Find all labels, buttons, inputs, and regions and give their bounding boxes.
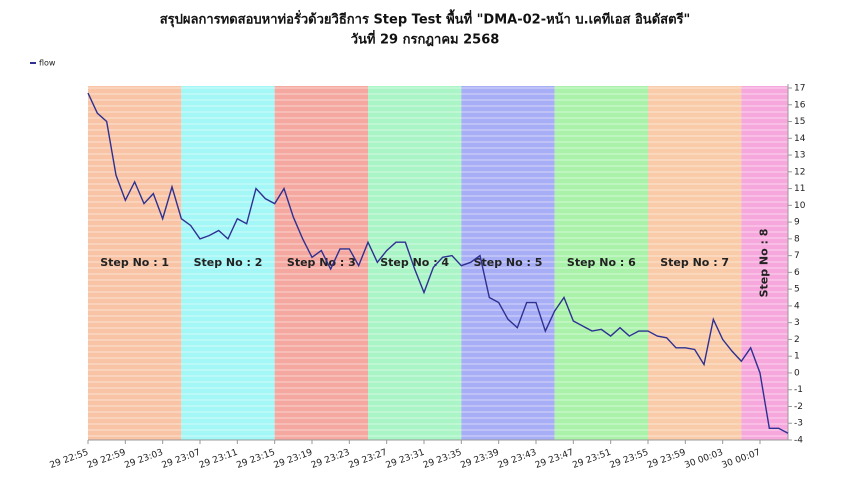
x-tick-label: 29 23:19 [273,448,314,471]
y-tick-label: 8 [794,234,800,244]
x-tick-label: 29 23:23 [310,448,351,471]
x-tick-label: 29 23:07 [161,448,202,471]
x-tick-label: 30 00:03 [683,448,724,471]
x-tick-label: 29 22:59 [86,448,127,471]
y-tick-label: 2 [794,335,800,345]
x-tick-label: 29 23:51 [571,448,612,471]
y-tick-label: 10 [794,201,806,211]
x-tick-label: 29 23:35 [422,448,463,471]
step-band [181,86,275,440]
y-tick-label: -2 [794,402,803,412]
step-label: Step No : 3 [287,256,356,269]
x-tick-label: 29 23:59 [646,448,687,471]
y-tick-label: 17 [794,84,805,94]
x-tick-label: 29 23:31 [385,448,426,471]
y-tick-label: 4 [794,301,800,311]
step-band [554,86,648,440]
step-label: Step No : 6 [567,256,636,269]
y-tick-label: -3 [794,419,803,429]
y-tick-label: 14 [794,134,806,144]
flow-line [87,92,789,434]
y-tick-label: 16 [794,100,806,110]
step-band [741,86,788,440]
y-tick-label: 15 [794,117,805,127]
y-tick-label: 11 [794,184,805,194]
legend-label: flow [39,59,56,68]
step-label: Step No : 8 [758,229,771,298]
y-tick-label: 13 [794,151,805,161]
x-tick-label: 29 23:27 [347,448,388,471]
step-label: Step No : 2 [194,256,263,269]
y-tick-label: 1 [794,352,800,362]
x-tick-label: 29 22:55 [49,448,90,471]
step-label: Step No : 1 [100,256,169,269]
chart-subtitle: วันที่ 29 กรกฎาคม 2568 [351,30,500,48]
step-band [274,86,368,440]
y-tick-label: 6 [794,268,800,278]
x-tick-label: 29 23:47 [534,448,575,471]
step-label: Step No : 5 [474,256,543,269]
step-band [648,86,742,440]
chart-title: สรุปผลการทดสอบหาท่อรั่วด้วยวิธีการ Step … [160,9,691,28]
step-band [461,86,555,440]
y-tick-label: 3 [794,318,800,328]
x-tick-label: 29 23:39 [459,448,500,471]
y-tick-label: 5 [794,285,800,295]
y-tick-label: 12 [794,167,805,177]
step-label: Step No : 7 [660,256,729,269]
x-tick-label: 29 23:15 [235,448,276,471]
y-tick-label: -1 [794,385,803,395]
x-tick-label: 29 23:11 [198,448,239,471]
y-tick-label: 7 [794,251,800,261]
y-tick-label: -4 [794,436,803,446]
step-band [368,86,462,440]
y-tick-label: 0 [794,368,800,378]
x-tick-label: 29 23:43 [497,448,538,471]
x-tick-label: 30 00:07 [721,448,762,471]
y-tick-label: 9 [794,218,800,228]
x-tick-label: 29 23:55 [609,448,650,471]
step-band [88,86,182,440]
step-label: Step No : 4 [380,256,449,269]
x-tick-label: 29 23:03 [123,448,164,471]
